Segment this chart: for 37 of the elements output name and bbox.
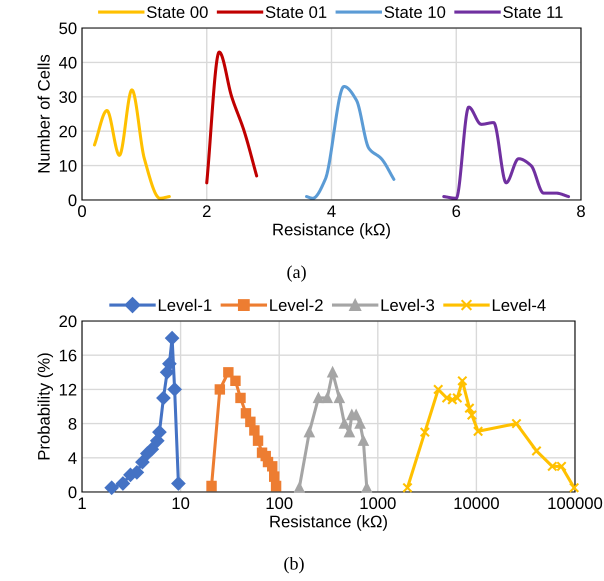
x-tick-label: 1000 <box>360 497 396 510</box>
legend-label: State 10 <box>384 6 446 18</box>
y-tick-label: 20 <box>59 126 76 138</box>
y-axis-title: Number of Cells <box>38 54 50 172</box>
y-tick-label: 10 <box>60 160 76 172</box>
x-tick-label: 1 <box>78 497 86 509</box>
x-tick-label: 0 <box>78 205 86 218</box>
legend-label: Level-4 <box>492 298 546 312</box>
y-tick-label: 20 <box>59 315 76 328</box>
legend-label: State 01 <box>266 6 326 18</box>
legend-label: Level-3 <box>382 298 434 312</box>
x-tick-label: 8 <box>577 205 585 218</box>
x-tick-label: 6 <box>452 205 460 218</box>
y-tick-label: 0 <box>68 194 76 206</box>
y-tick-label: 4 <box>68 452 77 464</box>
y-tick-label: 16 <box>60 350 76 362</box>
x-tick-label: 4 <box>327 205 336 217</box>
x-tick-label: 10000 <box>454 497 499 510</box>
x-axis-title: Resistance (kΩ) <box>273 223 390 239</box>
x-tick-label: 100000 <box>548 497 602 510</box>
y-tick-label: 40 <box>58 56 76 69</box>
y-tick-label: 0 <box>68 486 76 498</box>
legend-label: Level-2 <box>270 298 323 312</box>
y-axis-title: Probability (%) <box>38 353 54 460</box>
y-tick-label: 30 <box>59 91 76 104</box>
legend-label: State 11 <box>503 6 563 18</box>
y-tick-label: 12 <box>60 384 76 396</box>
text: (a) <box>287 265 306 282</box>
legend-label: State 00 <box>147 6 208 18</box>
y-tick-label: 50 <box>59 22 76 34</box>
x-tick-label: 10 <box>172 497 190 510</box>
x-axis-title: Resistance (kΩ) <box>270 515 387 531</box>
text: (b) <box>284 556 304 574</box>
y-tick-label: 8 <box>68 418 76 430</box>
x-tick-label: 2 <box>202 205 211 217</box>
x-tick-label: 100 <box>266 497 292 510</box>
legend-label: Level-1 <box>158 298 212 312</box>
